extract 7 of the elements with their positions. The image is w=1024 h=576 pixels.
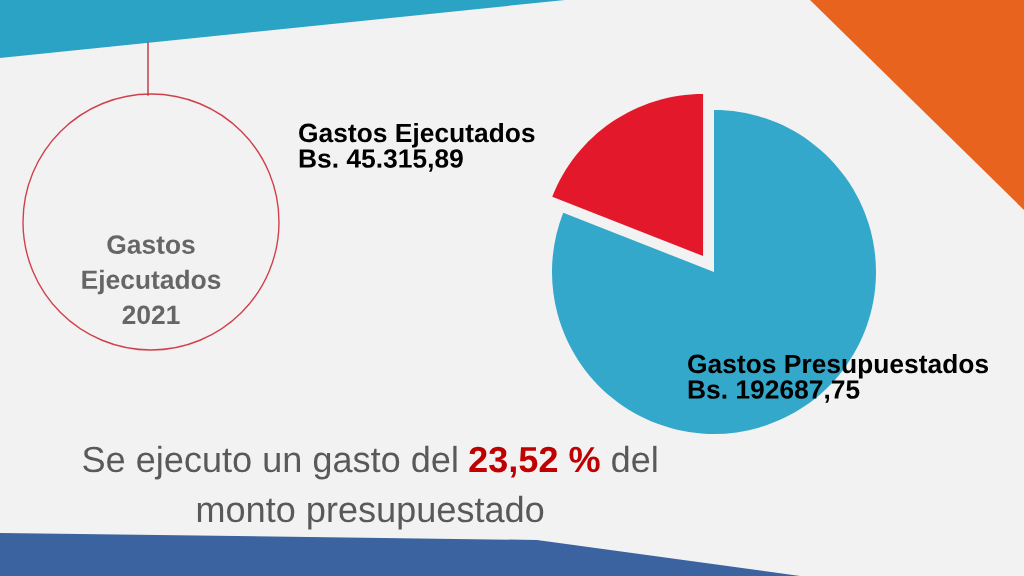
text: del [612, 445, 657, 473]
text: Gastos Ejecutados 2021 [82, 235, 221, 325]
slice-label: Gastos Ejecutados [299, 122, 535, 148]
text: 23,52 % [469, 446, 600, 478]
data-label: Bs. 45.315,89 [299, 149, 463, 172]
text: Se ejecuto un gasto del [83, 445, 457, 480]
text: monto presupuestado [197, 495, 544, 530]
